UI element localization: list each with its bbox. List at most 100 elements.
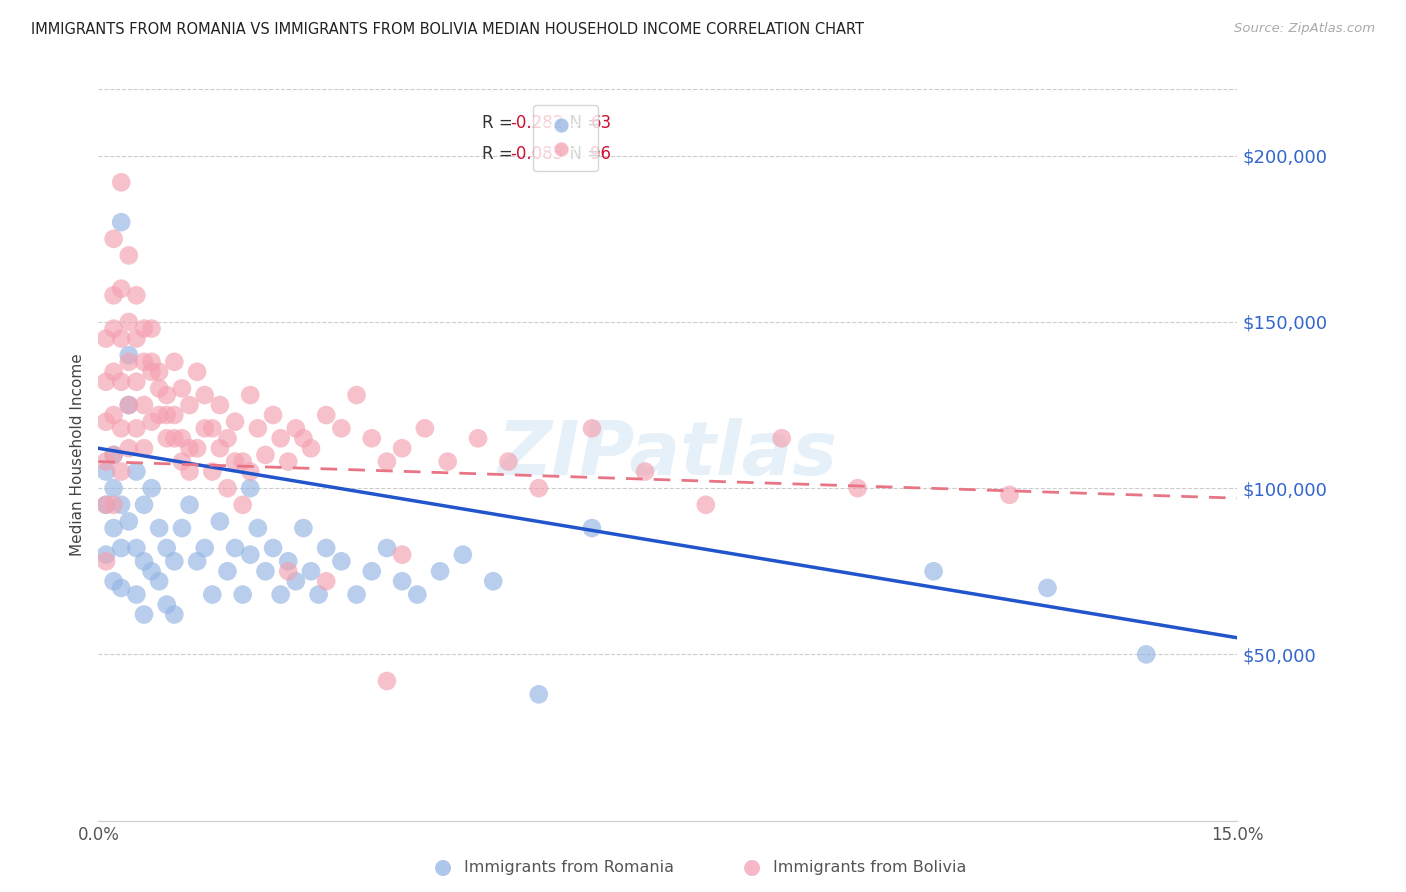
Point <box>110 541 132 555</box>
Point <box>375 541 398 555</box>
Point <box>170 521 193 535</box>
Legend: , : , <box>533 105 598 171</box>
Point <box>846 481 869 495</box>
Point <box>315 574 337 589</box>
Text: N =: N = <box>558 145 606 162</box>
Point <box>94 332 117 346</box>
Point <box>118 315 141 329</box>
Point <box>110 332 132 346</box>
Point <box>118 248 141 262</box>
Point <box>391 574 413 589</box>
Point <box>141 564 163 578</box>
Point <box>170 454 193 468</box>
Point <box>110 421 132 435</box>
Point <box>201 465 224 479</box>
Point <box>156 388 179 402</box>
Point <box>315 408 337 422</box>
Point <box>451 548 474 562</box>
Point <box>217 431 239 445</box>
Point <box>224 541 246 555</box>
Point <box>527 481 550 495</box>
Point <box>360 431 382 445</box>
Text: Source: ZipAtlas.com: Source: ZipAtlas.com <box>1234 22 1375 36</box>
Point <box>110 498 132 512</box>
Text: -0.083: -0.083 <box>510 145 564 162</box>
Point <box>118 348 141 362</box>
Point <box>634 465 657 479</box>
Point <box>163 607 186 622</box>
Point <box>110 581 132 595</box>
Point <box>103 288 125 302</box>
Text: 63: 63 <box>591 114 612 132</box>
Text: ZIPatlas: ZIPatlas <box>498 418 838 491</box>
Point <box>179 442 201 456</box>
Point <box>125 421 148 435</box>
Point <box>232 498 254 512</box>
Point <box>141 481 163 495</box>
Point <box>360 564 382 578</box>
Point <box>103 481 125 495</box>
Point <box>132 498 155 512</box>
Text: -0.282: -0.282 <box>510 114 564 132</box>
Point <box>156 598 179 612</box>
Point <box>292 521 315 535</box>
Point <box>284 421 307 435</box>
Text: IMMIGRANTS FROM ROMANIA VS IMMIGRANTS FROM BOLIVIA MEDIAN HOUSEHOLD INCOME CORRE: IMMIGRANTS FROM ROMANIA VS IMMIGRANTS FR… <box>31 22 863 37</box>
Point <box>156 541 179 555</box>
Point <box>163 408 186 422</box>
Point <box>429 564 451 578</box>
Point <box>110 215 132 229</box>
Point <box>217 481 239 495</box>
Point <box>94 498 117 512</box>
Text: R =: R = <box>482 145 519 162</box>
Point <box>103 448 125 462</box>
Point <box>277 454 299 468</box>
Point <box>148 365 170 379</box>
Point <box>94 454 117 468</box>
Point <box>132 398 155 412</box>
Point <box>262 541 284 555</box>
Point <box>186 442 208 456</box>
Point <box>118 398 141 412</box>
Point <box>498 454 520 468</box>
Point <box>110 465 132 479</box>
Point <box>1135 648 1157 662</box>
Point <box>246 421 269 435</box>
Point <box>581 421 603 435</box>
Point <box>179 398 201 412</box>
Point <box>118 515 141 529</box>
Point <box>482 574 505 589</box>
Point <box>179 465 201 479</box>
Point <box>998 488 1021 502</box>
Point <box>277 564 299 578</box>
Text: Immigrants from Romania: Immigrants from Romania <box>464 860 673 874</box>
Point <box>103 408 125 422</box>
Point <box>94 548 117 562</box>
Point <box>239 481 262 495</box>
Point <box>163 431 186 445</box>
Point <box>299 564 322 578</box>
Point <box>217 564 239 578</box>
Point <box>141 355 163 369</box>
Point <box>413 421 436 435</box>
Point <box>118 398 141 412</box>
Point <box>254 448 277 462</box>
Point <box>224 415 246 429</box>
Point <box>201 588 224 602</box>
Point <box>125 465 148 479</box>
Point <box>391 548 413 562</box>
Point <box>103 365 125 379</box>
Point <box>270 431 292 445</box>
Point <box>375 454 398 468</box>
Point <box>163 355 186 369</box>
Point <box>208 515 231 529</box>
Point <box>103 574 125 589</box>
Point <box>406 588 429 602</box>
Point <box>292 431 315 445</box>
Point <box>110 282 132 296</box>
Point <box>132 355 155 369</box>
Text: ●: ● <box>744 857 761 877</box>
Point <box>125 588 148 602</box>
Point <box>330 421 353 435</box>
Point <box>346 388 368 402</box>
